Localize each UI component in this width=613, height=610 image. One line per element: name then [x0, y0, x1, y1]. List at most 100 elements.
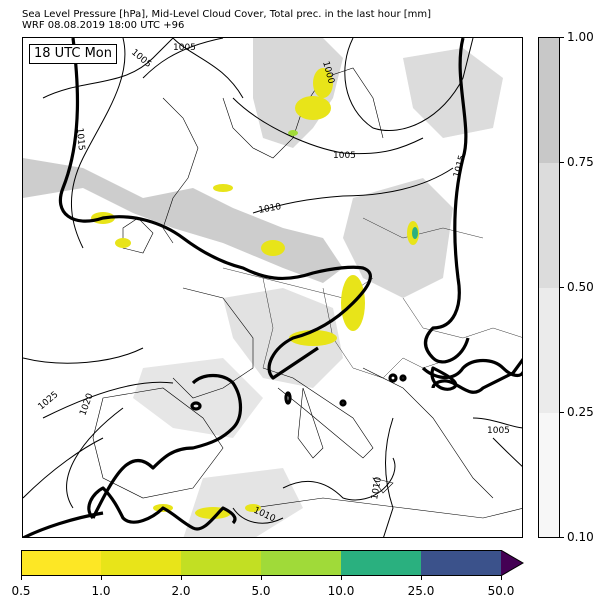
country-border: [362, 217, 484, 239]
coastline: [362, 367, 494, 499]
cloud-region: [403, 48, 503, 138]
isobar-label: 1005: [333, 151, 356, 161]
country-border: [262, 277, 274, 369]
precip-area: [288, 130, 298, 136]
precip-tick-label: 2.0: [171, 584, 191, 598]
isobar-label: 1005: [129, 48, 153, 70]
cloud-region: [23, 158, 343, 283]
precip-colorbar-extend: [501, 550, 523, 576]
isobar-1015: [284, 391, 292, 405]
cloud-cover-tick: [560, 287, 564, 288]
border-layer: [222, 217, 522, 379]
isobar-label: 1015: [452, 154, 468, 179]
isobar-1015: [431, 358, 522, 394]
isobar-1015: [339, 399, 347, 407]
isobar-1015: [190, 401, 202, 411]
precip-area: [245, 504, 261, 512]
cloud-region: [133, 358, 263, 438]
cloud-cover-tick-label: 0.75: [567, 155, 594, 169]
isobar-1015: [399, 374, 407, 382]
isobar: [344, 38, 474, 132]
isobar-1015: [423, 38, 470, 364]
precip-area: [289, 330, 337, 346]
map-title: Sea Level Pressure [hPa], Mid-Level Clou…: [22, 9, 432, 20]
precip-layer: [91, 68, 419, 519]
precip-tick-label: 5.0: [251, 584, 271, 598]
precip-tick-label: 0.5: [11, 584, 31, 598]
isobar-1015: [91, 373, 243, 519]
cloud-cover-tick: [560, 162, 564, 163]
isobar: [42, 38, 174, 99]
cloud-region: [343, 178, 453, 298]
isobar-label: 1010: [258, 202, 283, 216]
isobar: [42, 381, 174, 419]
isobar-1015-layer: [23, 38, 522, 537]
precip-colorbar: [21, 550, 524, 576]
isobar-layer: [23, 38, 522, 537]
isobar: [23, 437, 104, 499]
cloud-cover-tick: [560, 37, 564, 38]
precip-colorbar-band: [101, 550, 182, 576]
isobar-label-layer: 1000 1005 1005 1005 1010 1010 1010 1015 …: [37, 43, 510, 525]
isobar-1015: [430, 366, 458, 391]
cloud-cover-tick-label: 0.25: [567, 405, 594, 419]
cloud-cover-band: [539, 288, 559, 413]
time-label: 18 UTC Mon: [29, 44, 117, 64]
cloud-cover-band: [539, 38, 559, 163]
coastline: [222, 67, 384, 159]
precip-colorbar-outline: [21, 550, 524, 576]
precip-tick: [101, 576, 102, 580]
precip-tick: [421, 576, 422, 580]
country-border: [402, 297, 522, 339]
precip-colorbar-band: [21, 550, 102, 576]
isobar-label: 1020: [78, 392, 95, 417]
cloud-cover-tick-label: 1.00: [567, 30, 594, 44]
isobar-label: 1005: [487, 426, 510, 436]
coastline: [122, 217, 154, 254]
coastline: [92, 387, 224, 499]
isobar-label: 1015: [74, 127, 86, 151]
isobar-1015: [421, 358, 522, 379]
precip-tick: [21, 576, 22, 580]
precip-area: [261, 240, 285, 256]
isobar: [383, 417, 394, 537]
map-panel: 1000 1005 1005 1005 1010 1010 1010 1015 …: [22, 37, 523, 538]
isobar: [232, 507, 284, 524]
precip-tick-label: 50.0: [487, 584, 515, 598]
coastline-layer: [92, 67, 522, 519]
isobar-label: 1010: [370, 476, 384, 501]
isobar: [142, 38, 224, 79]
precip-colorbar-band: [181, 550, 262, 576]
isobar: [172, 38, 244, 99]
isobar-1015: [388, 373, 398, 383]
precip-area: [295, 96, 331, 120]
weather-map-svg: 1000 1005 1005 1005 1010 1010 1010 1015 …: [23, 38, 522, 537]
precip-tick-label: 25.0: [407, 584, 435, 598]
precip-colorbar-band: [261, 550, 342, 576]
coastline: [172, 287, 254, 399]
precip-tick-label: 10.0: [327, 584, 355, 598]
precip-area: [213, 184, 233, 192]
cloud-cover-tick: [560, 412, 564, 413]
cloud-cover-tick-label: 0.50: [567, 280, 594, 294]
isobar: [282, 457, 396, 501]
precip-tick: [341, 576, 342, 580]
isobar-1015: [87, 486, 237, 531]
isobar: [492, 437, 522, 467]
cloud-region: [253, 38, 343, 148]
cloud-cover-tick: [560, 537, 564, 538]
cloud-cover-colorbar: [538, 37, 560, 538]
precip-tick-label: 1.0: [91, 584, 111, 598]
cloud-cover-band: [539, 163, 559, 288]
map-subtitle: WRF 08.08.2019 18:00 UTC +96: [22, 20, 185, 31]
isobar-label: 1025: [37, 390, 61, 412]
precip-area: [313, 68, 333, 98]
coastline: [252, 497, 522, 519]
isobar: [252, 167, 454, 214]
cloud-cover-tick-label: 0.10: [567, 530, 594, 544]
cloud-cover-band: [539, 413, 559, 537]
coastline: [262, 367, 374, 459]
isobar: [66, 407, 124, 509]
precip-tick: [181, 576, 182, 580]
precip-tick: [261, 576, 262, 580]
